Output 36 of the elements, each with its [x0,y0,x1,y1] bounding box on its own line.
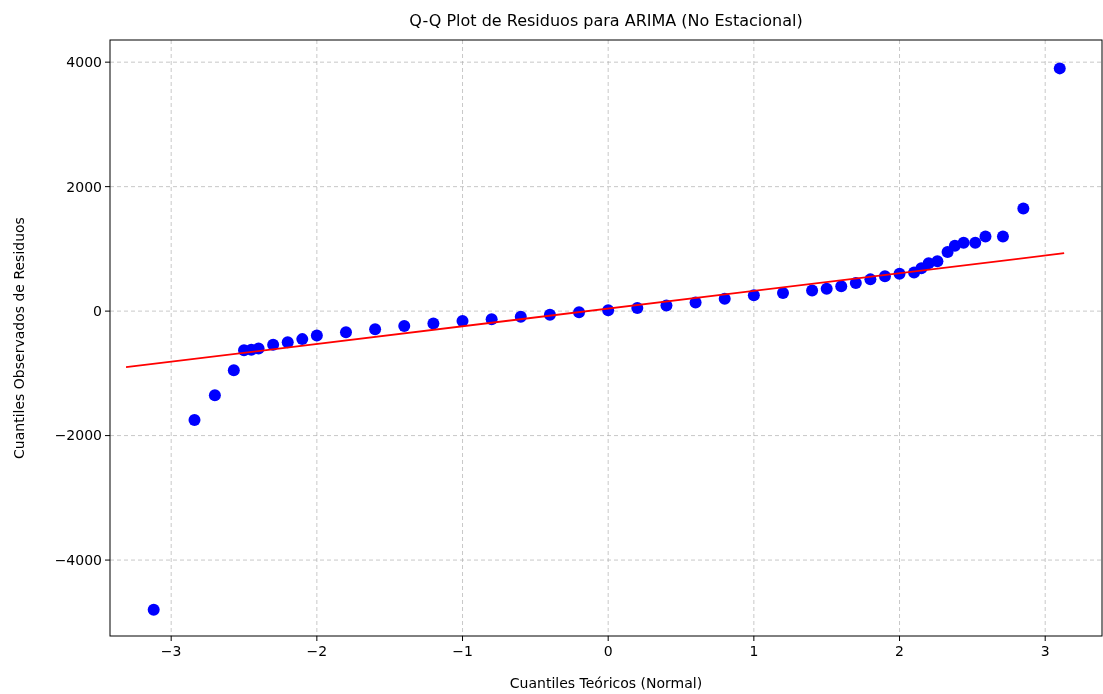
x-tick-label: 1 [749,643,759,659]
point [296,333,309,346]
chart-title: Q-Q Plot de Residuos para ARIMA (No Estacional) [409,11,803,30]
point [208,389,221,402]
x-tick-label: 2 [895,643,904,659]
x-tick-label: 0 [603,643,613,659]
point [339,326,352,339]
point [835,280,848,293]
y-tick-label: 4000 [66,54,102,71]
point [979,230,992,243]
x-tick-label: −1 [452,643,473,659]
point [931,255,944,268]
point [776,287,789,300]
x-tick-label: 3 [1040,643,1050,659]
point [227,364,240,377]
x-tick-label: −2 [306,643,328,659]
point [310,329,323,342]
y-axis-title: Cuantiles Observados de Residuos [11,217,27,459]
point [188,414,201,427]
point [369,323,382,336]
point [957,236,970,249]
x-axis-title: Cuantiles Teóricos (Normal) [509,675,703,691]
point [806,284,819,297]
point [969,236,982,249]
y-tick-label: −4000 [54,551,102,568]
y-tick-label: −2000 [54,427,102,444]
point [996,230,1009,243]
point [1053,62,1066,75]
point [427,317,440,330]
y-tick-label: 0 [93,303,102,320]
point [398,320,411,333]
x-tick-label: −3 [160,643,182,659]
point [1017,202,1030,215]
point [820,282,833,295]
point [147,603,160,616]
y-tick-label: 2000 [66,178,102,195]
